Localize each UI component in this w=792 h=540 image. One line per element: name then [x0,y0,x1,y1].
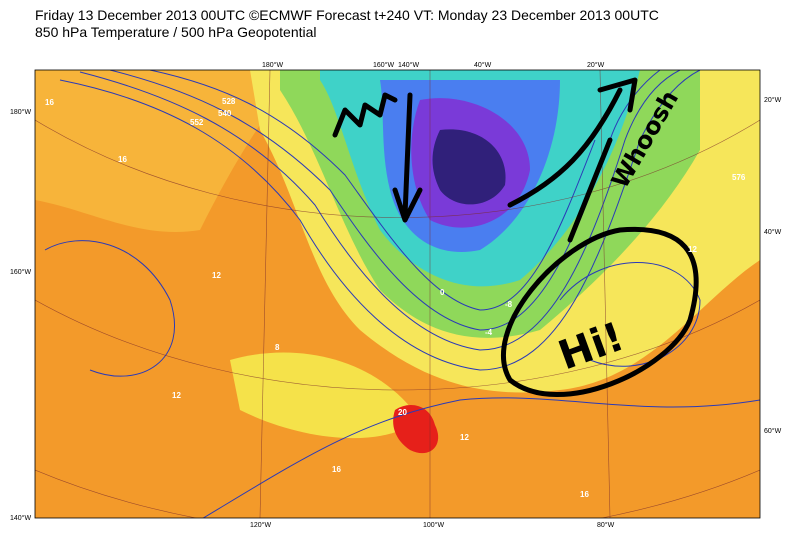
contour-label: 12 [172,391,181,400]
top-label: 160°W [373,61,394,69]
contour-label: 576 [732,173,746,182]
temp-band [230,352,420,439]
right-label: 60°W [764,427,782,435]
subtitle: 850 hPa Temperature / 500 hPa Geopotenti… [35,24,317,40]
contour-label: -8 [505,300,513,309]
contour-label: 20 [398,408,407,417]
contour-label: 12 [212,271,221,280]
contour-label: 12 [688,245,697,254]
contour-label: 16 [45,98,54,107]
contour-label: 540 [218,109,232,118]
graticule [35,70,760,518]
top-label: 20°W [587,61,605,69]
temp-band [393,405,439,454]
right-label: 40°W [764,228,782,236]
title: Friday 13 December 2013 00UTC ©ECMWF For… [35,7,659,23]
contour-label: -4 [485,328,493,337]
left-label: 160°W [10,268,31,276]
contour-label: 528 [222,97,236,106]
temp-band [35,70,300,233]
bottom-label: 120°W [250,521,271,529]
contour-label: 552 [190,118,204,127]
hand-drawing [332,77,699,398]
contour-labels: 16 16 12 8 12 16 20 12 16 -4 0 -8 12 552… [45,97,746,499]
left-label: 140°W [10,514,31,522]
bottom-label: 100°W [423,521,444,529]
contour-label: 16 [580,490,589,499]
contour-label: 0 [440,288,445,297]
contour-label: 12 [460,433,469,442]
temp-band [432,129,506,205]
map-frame [34,69,761,519]
map-field [35,70,760,518]
bottom-label: 80°W [597,521,615,529]
contour-label: 8 [275,343,280,352]
top-label: 140°W [398,61,419,69]
top-label: 40°W [474,61,492,69]
axis-labels: 180°W 160°W 140°W 40°W 20°W 120°W 100°W … [10,61,782,529]
right-label: 20°W [764,96,782,104]
top-label: 180°W [262,61,283,69]
contour-label: 16 [332,465,341,474]
left-label: 180°W [10,108,31,116]
contour-label: 16 [118,155,127,164]
